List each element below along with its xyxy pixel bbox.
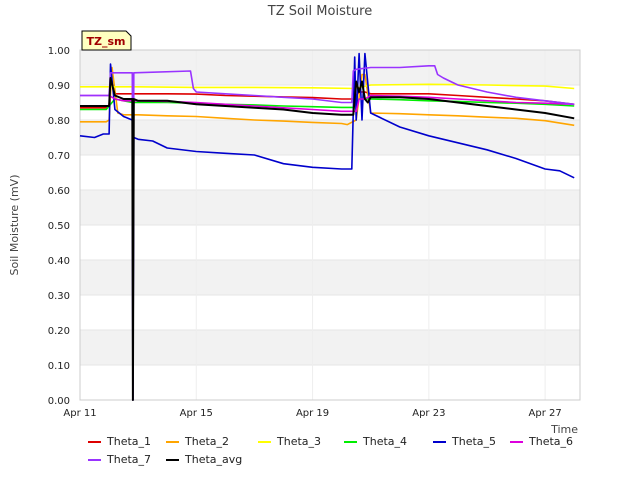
legend-label: Theta_3	[277, 435, 322, 448]
legend-item-theta_7: Theta_7	[88, 453, 151, 466]
legend-item-theta_6: Theta_6	[510, 435, 573, 448]
x-tick-label: Apr 15	[180, 408, 213, 419]
badge-label: TZ_sm	[87, 35, 126, 48]
legend-item-theta_5: Theta_5	[433, 435, 496, 448]
legend-label: Theta_2	[185, 435, 230, 448]
grid-band	[80, 50, 580, 85]
y-tick-label: 0.60	[48, 186, 70, 197]
y-tick-label: 0.80	[48, 116, 70, 127]
legend-item-theta_4: Theta_4	[344, 435, 407, 448]
legend-item-theta_1: Theta_1	[88, 435, 151, 448]
x-tick-label: Apr 11	[63, 408, 96, 419]
legend-swatch	[88, 440, 101, 443]
y-tick-label: 0.00	[48, 396, 70, 407]
legend-swatch	[344, 440, 357, 443]
y-tick-label: 0.90	[48, 81, 70, 92]
series-line-theta_1	[80, 80, 575, 109]
y-tick-label: 0.20	[48, 326, 70, 337]
y-tick-label: 0.50	[48, 221, 70, 232]
y-tick-label: 0.30	[48, 291, 70, 302]
grid-band	[80, 260, 580, 295]
badge: TZ_sm	[81, 30, 132, 51]
legend-item-theta_3: Theta_3	[258, 435, 321, 448]
legend-swatch	[88, 458, 101, 461]
grid-band	[80, 330, 580, 365]
legend-swatch	[433, 440, 446, 443]
x-tick-label: Apr 19	[296, 408, 329, 419]
x-tick-label: Apr 27	[529, 408, 562, 419]
legend-swatch	[510, 440, 523, 443]
legend-label: Theta_5	[452, 435, 497, 448]
legend-swatch	[166, 440, 179, 443]
y-tick-label: 1.00	[48, 46, 70, 57]
plot-area-frame	[79, 49, 581, 401]
legend-label: Theta_1	[107, 435, 152, 448]
x-tick-label: Apr 23	[412, 408, 445, 419]
legend-label: Theta_6	[529, 435, 574, 448]
legend-label: Theta_4	[363, 435, 408, 448]
series-line-theta_5	[79, 52, 575, 401]
y-tick-label: 0.70	[48, 151, 70, 162]
legend-label: Theta_avg	[185, 453, 243, 466]
series-line-theta_avg	[80, 77, 575, 401]
legend-item-theta_2: Theta_2	[166, 435, 229, 448]
legend-label: Theta_7	[107, 453, 152, 466]
x-axis-label: Time	[550, 423, 578, 436]
y-tick-label: 0.10	[48, 361, 70, 372]
legend-swatch	[166, 458, 179, 461]
y-tick-label: 0.40	[48, 256, 70, 267]
chart-title: TZ Soil Moisture	[267, 4, 373, 19]
grid-band	[80, 190, 580, 225]
y-axis-label: Soil Moisture (mV)	[8, 175, 21, 276]
series-line-theta_6	[80, 94, 575, 113]
legend-swatch	[258, 440, 271, 443]
grid-band	[80, 120, 580, 155]
legend-item-theta_avg: Theta_avg	[166, 453, 242, 466]
